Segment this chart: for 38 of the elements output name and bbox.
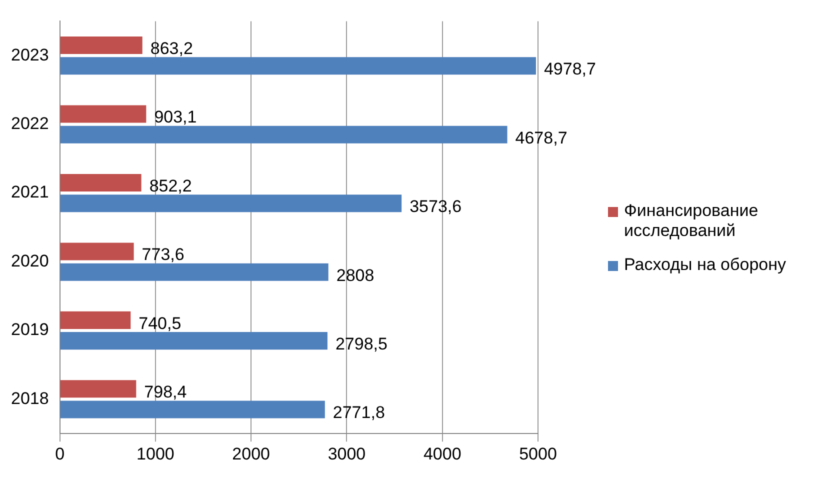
bar	[60, 126, 508, 144]
y-tick-label: 2022	[10, 114, 49, 133]
bar	[60, 174, 142, 192]
bar	[60, 36, 142, 54]
bar	[60, 380, 136, 398]
bar	[60, 194, 402, 212]
data-label: 3573,6	[410, 197, 462, 216]
y-tick-label: 2020	[10, 251, 49, 270]
data-label: 903,1	[154, 108, 197, 127]
x-tick-label: 3000	[328, 444, 366, 464]
bar	[60, 311, 131, 329]
data-label: 4678,7	[515, 128, 568, 148]
x-tick-label: 5000	[519, 444, 557, 464]
data-label: 798,4	[144, 382, 187, 402]
y-tick-label: 2019	[10, 320, 49, 340]
data-label: 773,6	[142, 245, 184, 264]
y-tick-label: 2018	[10, 388, 49, 408]
x-tick-label: 0	[55, 444, 65, 464]
bar	[60, 105, 146, 123]
data-label: 2771,8	[332, 403, 385, 422]
y-tick-label: 2021	[10, 182, 49, 202]
data-label: 2808	[336, 266, 374, 285]
bar	[60, 400, 325, 418]
bar	[60, 332, 328, 350]
data-label: 740,5	[138, 314, 182, 333]
legend-label: Финансирование исследований	[624, 201, 760, 241]
x-tick-label: 4000	[423, 444, 462, 464]
data-label: 4978,7	[544, 60, 596, 79]
x-tick-label: 1000	[136, 444, 174, 464]
y-tick-label: 2023	[10, 45, 49, 64]
bar	[60, 57, 536, 75]
legend-label: Расходы на оборону	[624, 255, 786, 275]
x-tick-label: 2000	[232, 444, 270, 464]
data-label: 863,2	[150, 38, 193, 58]
data-label: 2798,5	[335, 334, 388, 354]
data-label: 852,2	[149, 176, 192, 196]
bar	[60, 263, 328, 281]
bar	[60, 242, 134, 260]
